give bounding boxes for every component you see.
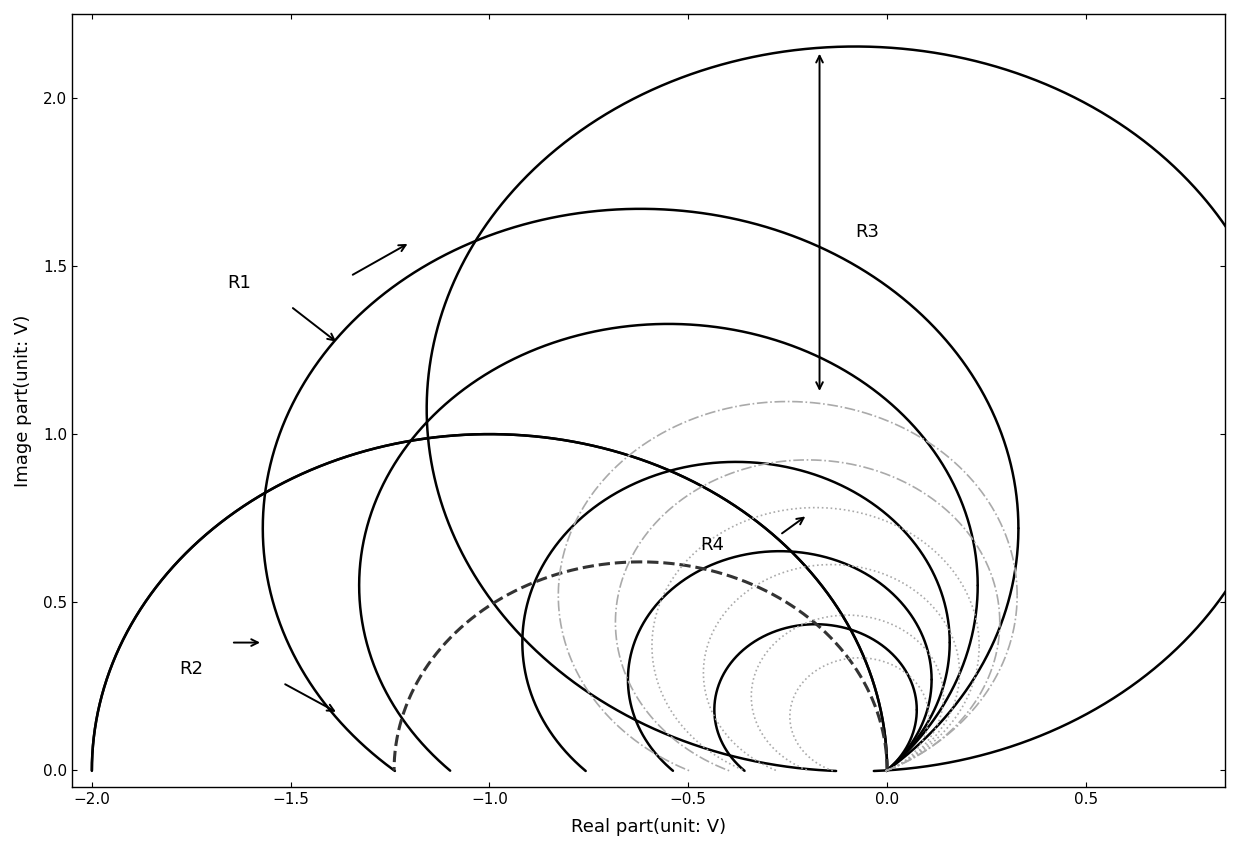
- X-axis label: Real part(unit: V): Real part(unit: V): [571, 818, 726, 836]
- Text: R4: R4: [700, 536, 725, 554]
- Text: R1: R1: [227, 274, 252, 292]
- Y-axis label: Image part(unit: V): Image part(unit: V): [14, 314, 32, 487]
- Text: R2: R2: [180, 660, 203, 678]
- Text: R3: R3: [855, 224, 880, 241]
